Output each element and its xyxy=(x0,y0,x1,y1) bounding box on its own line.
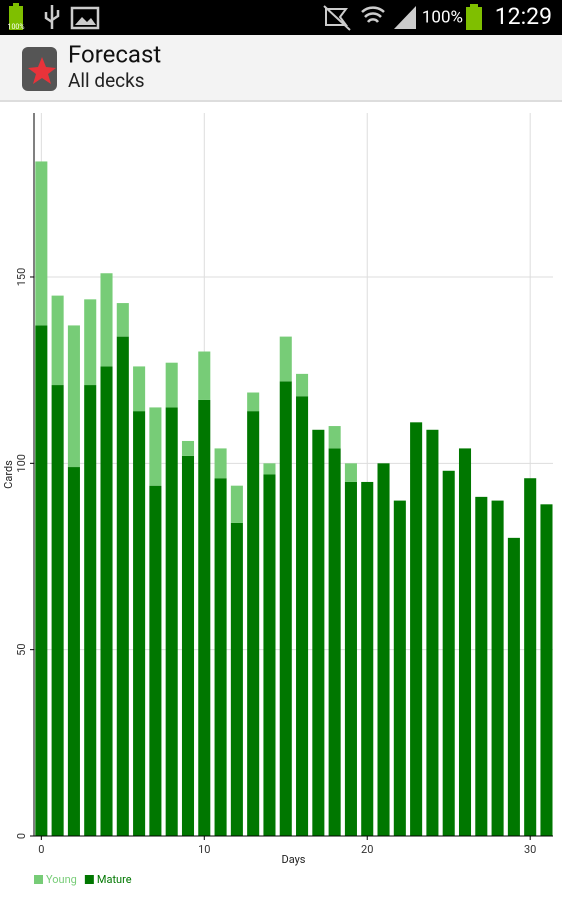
bar-segment xyxy=(393,500,406,836)
battery-tip xyxy=(13,3,19,6)
battery-level-icon xyxy=(466,7,482,30)
bar-segment xyxy=(51,385,64,836)
bar-segment xyxy=(181,455,195,836)
bar-segment xyxy=(149,407,162,486)
bar-segment xyxy=(247,411,260,836)
bar-segment xyxy=(296,373,309,397)
legend-label: Mature xyxy=(97,873,132,886)
bar-segment xyxy=(35,325,48,836)
bar-segment xyxy=(67,325,80,468)
bar-segment xyxy=(100,366,113,836)
bar-segment xyxy=(35,161,48,326)
bar-segment xyxy=(116,303,129,337)
action-bar: Forecast All decks xyxy=(0,35,562,102)
bar-segment xyxy=(344,481,357,836)
status-bar: 100% 100% 12:29 xyxy=(0,0,562,35)
bar-segment xyxy=(279,336,292,382)
bar-segment xyxy=(426,429,439,836)
x-axis-label: Days xyxy=(281,853,305,866)
status-icons: 100% 100% 12:29 xyxy=(8,3,552,31)
bar-segment xyxy=(198,399,211,836)
chart: 0 50 100 150 0 10 20 30 Days Cards Young Mature xyxy=(2,113,553,886)
bar-segment xyxy=(524,478,537,836)
bar-segment xyxy=(165,407,178,836)
bar-segment xyxy=(230,485,243,523)
bar-segment xyxy=(67,467,80,836)
legend-label: Young xyxy=(46,873,77,886)
bar-segment xyxy=(279,381,292,836)
bar-segment xyxy=(214,448,227,479)
x-tick-label: 10 xyxy=(198,843,210,856)
bar-segment xyxy=(410,422,423,836)
image-icon-shape xyxy=(75,17,96,25)
legend-swatch xyxy=(84,875,94,884)
subtitle: All decks xyxy=(68,69,145,92)
action-bar-content: Forecast All decks xyxy=(22,40,161,92)
usb-icon xyxy=(44,5,60,29)
legend-swatch xyxy=(34,875,43,884)
clock: 12:29 xyxy=(495,3,552,30)
bar-segment xyxy=(165,362,178,408)
bar-segment xyxy=(475,496,488,836)
bar-segment xyxy=(328,448,341,836)
bar-segment xyxy=(51,295,64,386)
battery-level-tip xyxy=(470,4,478,7)
app-icon-star xyxy=(28,57,56,84)
bar-segment xyxy=(230,522,243,836)
bar-segment xyxy=(84,385,97,836)
mute-icon xyxy=(323,5,351,31)
y-tick-label: 50 xyxy=(15,643,28,655)
bar-segment xyxy=(344,463,357,482)
bar-segment xyxy=(263,474,276,836)
title: Forecast xyxy=(68,40,161,68)
image-icon xyxy=(70,6,100,30)
bar-segment xyxy=(198,351,211,400)
bar-segment xyxy=(214,478,227,836)
y-tick-label: 100 xyxy=(15,454,28,473)
y-tick-label: 0 xyxy=(15,833,28,839)
battery-text: 100% xyxy=(422,7,463,27)
bar-segment xyxy=(116,336,129,836)
battery-icon xyxy=(9,6,23,30)
bar-segment xyxy=(540,504,553,836)
bar-segment xyxy=(491,500,504,836)
bar-segment xyxy=(181,440,195,456)
x-tick-label: 0 xyxy=(38,843,44,856)
bar-segment xyxy=(296,396,309,836)
bar-segment xyxy=(263,463,276,475)
y-tick-label: 150 xyxy=(15,268,28,287)
bar-segment xyxy=(458,448,472,836)
bar-segment xyxy=(312,429,325,836)
bar-segment xyxy=(247,392,260,412)
bar-segment xyxy=(84,299,97,386)
bar-segment xyxy=(133,366,146,412)
bar-segment xyxy=(133,411,146,836)
x-tick-label: 30 xyxy=(524,843,536,856)
bar-segment xyxy=(361,481,374,836)
signal-icon xyxy=(394,6,416,29)
bar-segment xyxy=(149,485,162,836)
wifi-icon xyxy=(361,6,385,23)
bar-segment xyxy=(100,273,113,367)
bar-segment xyxy=(507,537,520,836)
y-axis-label: Cards xyxy=(2,460,15,489)
x-tick-label: 20 xyxy=(361,843,373,856)
bar-segment xyxy=(442,470,455,836)
bar-segment xyxy=(377,463,390,836)
bar-segment xyxy=(328,426,341,449)
notification-battery-text: 100% xyxy=(8,23,25,31)
